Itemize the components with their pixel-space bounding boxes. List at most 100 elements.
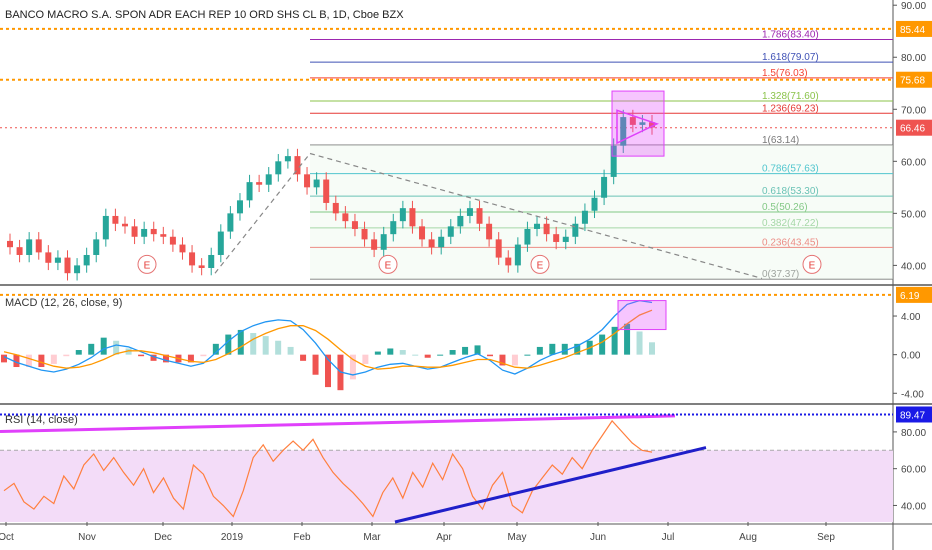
candle-body <box>447 226 454 237</box>
candle <box>121 216 128 234</box>
macd-histogram-bar <box>424 354 431 358</box>
candle-body <box>601 176 608 198</box>
candle-body <box>150 228 157 235</box>
fib-level-label: 1.236(69.23) <box>762 103 819 114</box>
time-tick-label: 2019 <box>221 532 244 543</box>
candle <box>54 250 61 271</box>
price-tag-box <box>896 119 932 136</box>
macd-histogram-bar <box>649 342 655 355</box>
candle <box>591 190 598 219</box>
candle <box>45 245 52 271</box>
price-tick-label: 90.00 <box>901 1 926 12</box>
earnings-label: E <box>809 260 816 271</box>
macd-histogram-bar <box>325 354 331 388</box>
macd-tick-label: 0.00 <box>901 351 921 362</box>
macd-histogram-bar <box>113 340 120 355</box>
macd-histogram-bar <box>237 329 244 355</box>
candle <box>131 219 138 245</box>
candle-body <box>438 236 445 248</box>
candle <box>83 247 90 273</box>
signal-line <box>3 309 653 370</box>
candle-body <box>26 239 33 255</box>
candle-body <box>35 239 42 253</box>
candle <box>26 232 33 263</box>
candle <box>476 200 483 232</box>
price-tag-label: 75.68 <box>900 76 925 87</box>
macd-histogram-bar <box>624 323 631 355</box>
candle-body <box>83 254 90 266</box>
macd-histogram-bar <box>262 336 269 355</box>
macd-histogram-bar <box>611 326 618 355</box>
macd-histogram-bar <box>387 348 394 355</box>
candle <box>514 237 521 273</box>
fib-level-label: 0.382(47.22) <box>762 218 819 229</box>
rsi-line <box>3 419 653 518</box>
earnings-label: E <box>144 260 151 271</box>
candle-body <box>581 210 588 224</box>
rsi-panel <box>0 413 893 524</box>
candle-body <box>189 252 196 266</box>
time-tick-label: Mar <box>363 532 381 543</box>
chart-title: BANCO MACRO S.A. SPON ADR EACH REP 10 OR… <box>5 9 404 21</box>
macd-histogram-bar <box>13 354 20 368</box>
candle <box>342 206 349 229</box>
candle-body <box>7 240 13 248</box>
candle <box>284 148 291 169</box>
candle-body <box>591 197 598 211</box>
macd-histogram-bar <box>38 354 45 368</box>
macd-histogram-bar <box>287 346 294 355</box>
macd-histogram-bar <box>449 350 456 355</box>
candle-body <box>649 122 655 128</box>
candle <box>246 174 253 208</box>
pattern-highlight-box <box>611 90 665 157</box>
triangle-pattern <box>616 109 659 145</box>
candle-body <box>486 223 493 240</box>
candle <box>380 226 387 258</box>
time-tick-label: Oct <box>0 532 14 543</box>
macd-histogram-bar <box>75 350 82 355</box>
candle <box>256 174 263 193</box>
candle <box>102 208 109 247</box>
macd-tick-label: 4.00 <box>901 312 921 323</box>
rising-trendline <box>214 153 311 274</box>
candle-body <box>198 265 205 268</box>
fib-level-label: 0(37.37) <box>762 269 799 280</box>
candle-body <box>351 221 358 229</box>
candle-body <box>256 182 263 185</box>
candle <box>390 213 397 242</box>
candle-body <box>457 215 464 227</box>
macd-histogram-bar <box>187 354 194 363</box>
candle-body <box>390 221 397 235</box>
candle-body <box>371 239 378 250</box>
candle <box>332 195 339 221</box>
candle <box>620 109 627 153</box>
candle-body <box>639 122 646 125</box>
candle <box>275 154 282 182</box>
candle <box>217 224 224 263</box>
candle-body <box>409 208 416 227</box>
candle-body <box>428 239 435 248</box>
macd-histogram-bar <box>399 350 406 355</box>
macd-histogram-bar <box>50 354 57 364</box>
candle-body <box>610 145 617 177</box>
candle-body <box>399 208 406 222</box>
macd-histogram-bar <box>125 348 132 355</box>
candle <box>323 172 330 211</box>
time-tick-label: May <box>508 532 527 543</box>
candle <box>313 172 320 195</box>
candle <box>236 193 243 221</box>
price-tag-box <box>896 71 932 88</box>
macd-histogram-bar <box>599 334 606 355</box>
macd-histogram-bar <box>300 354 307 361</box>
candle <box>294 148 301 182</box>
candle-body <box>361 228 368 240</box>
candle-body <box>495 239 502 258</box>
earnings-marker <box>378 254 398 274</box>
macd-histogram-bar <box>275 340 282 355</box>
earnings-marker <box>530 254 550 274</box>
candle <box>150 221 157 242</box>
macd-histogram-bar <box>250 333 257 355</box>
time-axis: Oct Nov Dec 2019 Feb Mar Apr May Jun Jul Aug Sep <box>0 522 835 543</box>
candle-body <box>131 226 138 237</box>
candle <box>7 233 13 255</box>
